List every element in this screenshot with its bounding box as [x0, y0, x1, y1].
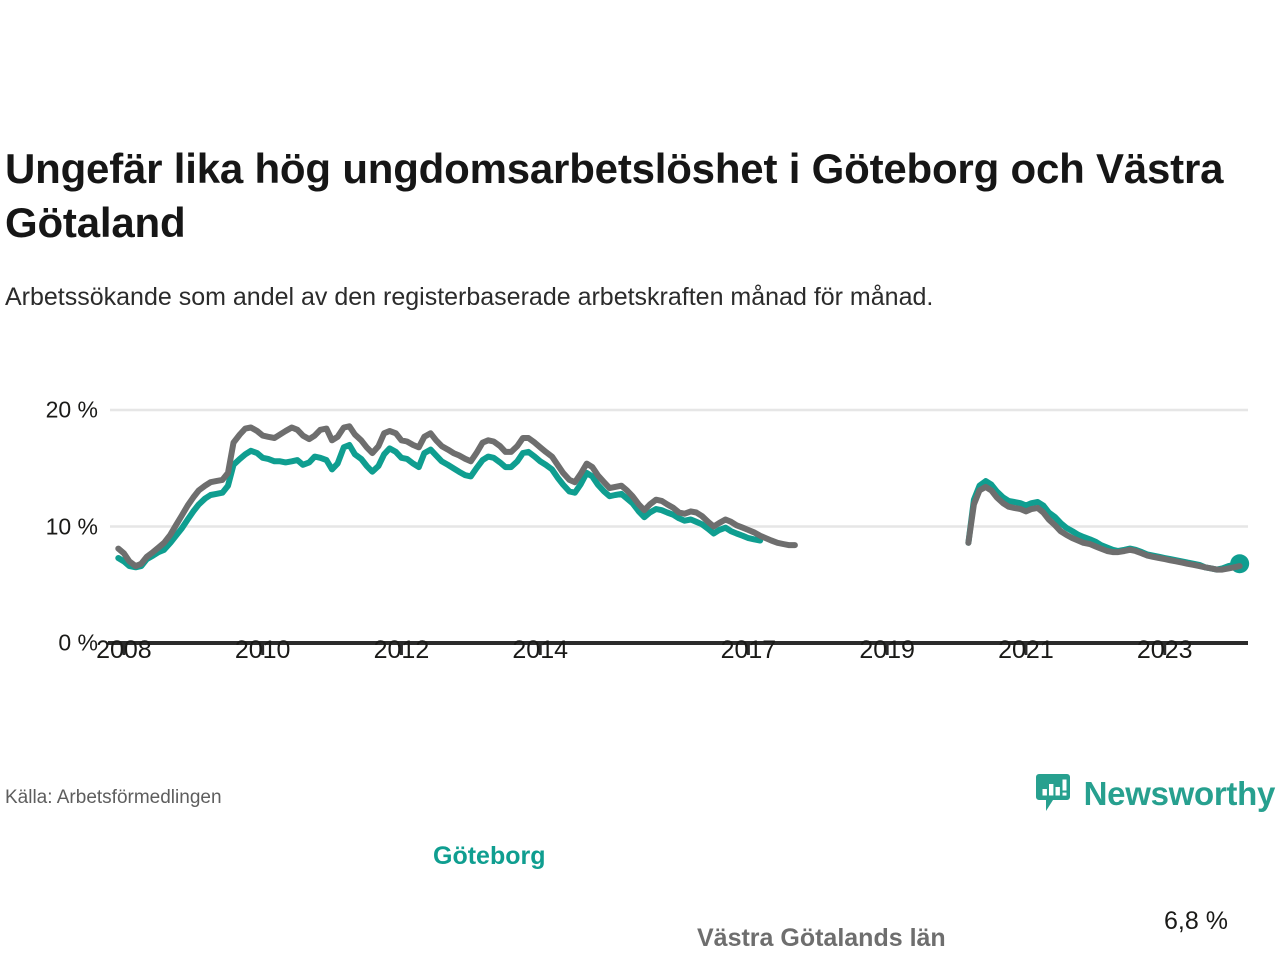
page-subtitle: Arbetssökande som andel av den registerb…	[5, 283, 934, 311]
page-title: Ungefär lika hög ungdomsarbetslöshet i G…	[5, 145, 1224, 246]
y-tick-label: 10 %	[45, 513, 98, 539]
x-tick-label: 2017	[720, 636, 777, 664]
newsworthy-logo: Newsworthy	[1035, 772, 1276, 816]
series-label-vastra-gotalands-lan: Västra Götalands län	[697, 924, 946, 952]
x-tick-label: 2023	[1136, 636, 1193, 664]
x-tick-label: 2019	[859, 636, 915, 664]
x-tick-label: 2021	[998, 636, 1054, 664]
line-chart-svg	[108, 408, 1250, 655]
chart-area: 0 % 10 % 20 % 2008 2010 2012 2014 2017 2019 2021…	[0, 380, 1280, 952]
x-tick-label: 2008	[96, 636, 152, 664]
x-tick-label: 2014	[512, 636, 569, 664]
y-axis-labels: 0 % 10 % 20 %	[0, 380, 98, 680]
series-label-goteborg: Göteborg	[433, 842, 546, 870]
source-note: Källa: Arbetsförmedlingen	[5, 787, 222, 808]
x-tick-label: 2012	[373, 636, 430, 664]
bar-chart-speech-bubble-icon	[1035, 774, 1070, 811]
y-tick-label: 0 %	[58, 629, 98, 656]
end-value-label: 6,8 %	[1164, 907, 1228, 935]
brand-name: Newsworthy	[1083, 775, 1276, 812]
x-tick-label: 2010	[234, 636, 291, 664]
y-tick-label: 20 %	[45, 396, 98, 423]
